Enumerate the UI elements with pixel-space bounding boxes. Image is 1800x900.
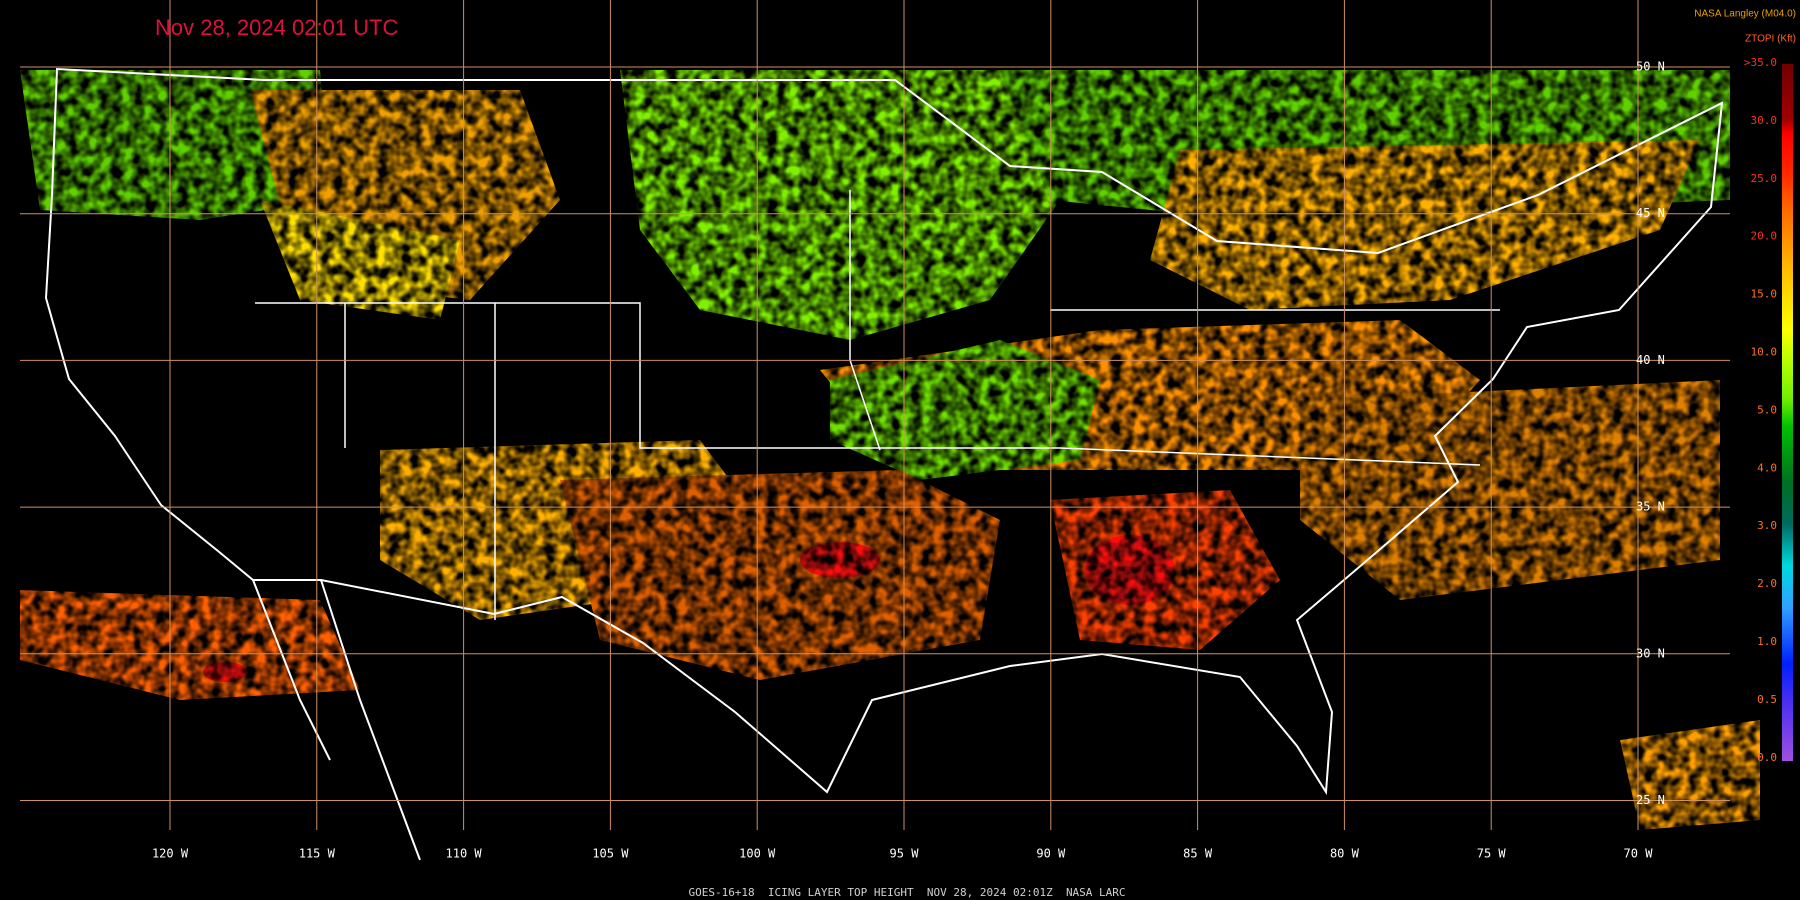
cloud-field	[1620, 720, 1760, 830]
latitude-label: 25 N	[1636, 793, 1665, 807]
state-borders	[255, 190, 1500, 620]
latitude-label: 30 N	[1636, 646, 1665, 660]
legend-label: 5.0	[1757, 403, 1777, 416]
legend-label: 3.0	[1757, 519, 1777, 532]
legend-label: 20.0	[1751, 230, 1778, 243]
cloud-field	[20, 590, 360, 700]
coastline	[252, 579, 421, 861]
footer: GOES-16+18 ICING LAYER TOP HEIGHT NOV 28…	[688, 886, 1125, 899]
longitude-label: 90 W	[1036, 847, 1066, 861]
legend-label: >35.0	[1744, 56, 1777, 69]
latitude-label: 40 N	[1636, 353, 1665, 367]
longitude-label: 100 W	[739, 847, 776, 861]
cloud-field	[203, 662, 247, 682]
cloud-field	[1300, 380, 1720, 600]
legend-label: 0.5	[1757, 693, 1777, 706]
coastline	[44, 67, 1724, 796]
cloud-field	[20, 70, 330, 220]
graticule-labels: 50 N 45 N 40 N 35 N 30 N 25 N 120 W 115 W 110 W 1…	[152, 60, 1665, 861]
graticule	[20, 0, 1730, 830]
legend-label: 1.0	[1757, 635, 1777, 648]
legend-label: 30.0	[1751, 114, 1778, 127]
legend: >35.0 30.0 25.0 20.0 15.0 10.0 5.0 4.0 3.0 2.0 1.0…	[1744, 56, 1777, 764]
latitude-label: 35 N	[1636, 500, 1665, 514]
cloud-field	[260, 200, 460, 320]
legend-title: ZTOPI (Kft)	[1745, 34, 1796, 45]
color-bar	[1782, 64, 1793, 761]
longitude-label: 120 W	[152, 847, 189, 861]
cloud-field	[620, 70, 1060, 340]
legend-label: 25.0	[1751, 172, 1778, 185]
longitude-label: 85 W	[1183, 847, 1213, 861]
longitude-label: 95 W	[890, 847, 920, 861]
latitude-label: 45 N	[1636, 206, 1665, 220]
longitude-label: 110 W	[446, 847, 483, 861]
cloud-layer	[20, 70, 1760, 830]
cloud-field	[1085, 535, 1175, 605]
legend-label: 15.0	[1751, 288, 1778, 301]
legend-label: 10.0	[1751, 346, 1778, 359]
longitude-label: 105 W	[592, 847, 629, 861]
legend-label: 0.0	[1757, 751, 1777, 764]
longitude-label: 80 W	[1330, 847, 1360, 861]
longitude-label: 70 W	[1624, 847, 1654, 861]
longitude-label: 75 W	[1477, 847, 1507, 861]
latitude-label: 50 N	[1636, 60, 1665, 74]
legend-label: 2.0	[1757, 577, 1777, 590]
cloud-field	[560, 470, 1000, 680]
cloud-field	[800, 542, 880, 578]
cloud-field	[830, 340, 1100, 480]
source: NASA Langley (M04.0)	[1694, 9, 1796, 20]
longitude-label: 115 W	[299, 847, 336, 861]
legend-label: 4.0	[1757, 461, 1777, 474]
timestamp: Nov 28, 2024 02:01 UTC	[155, 15, 398, 40]
